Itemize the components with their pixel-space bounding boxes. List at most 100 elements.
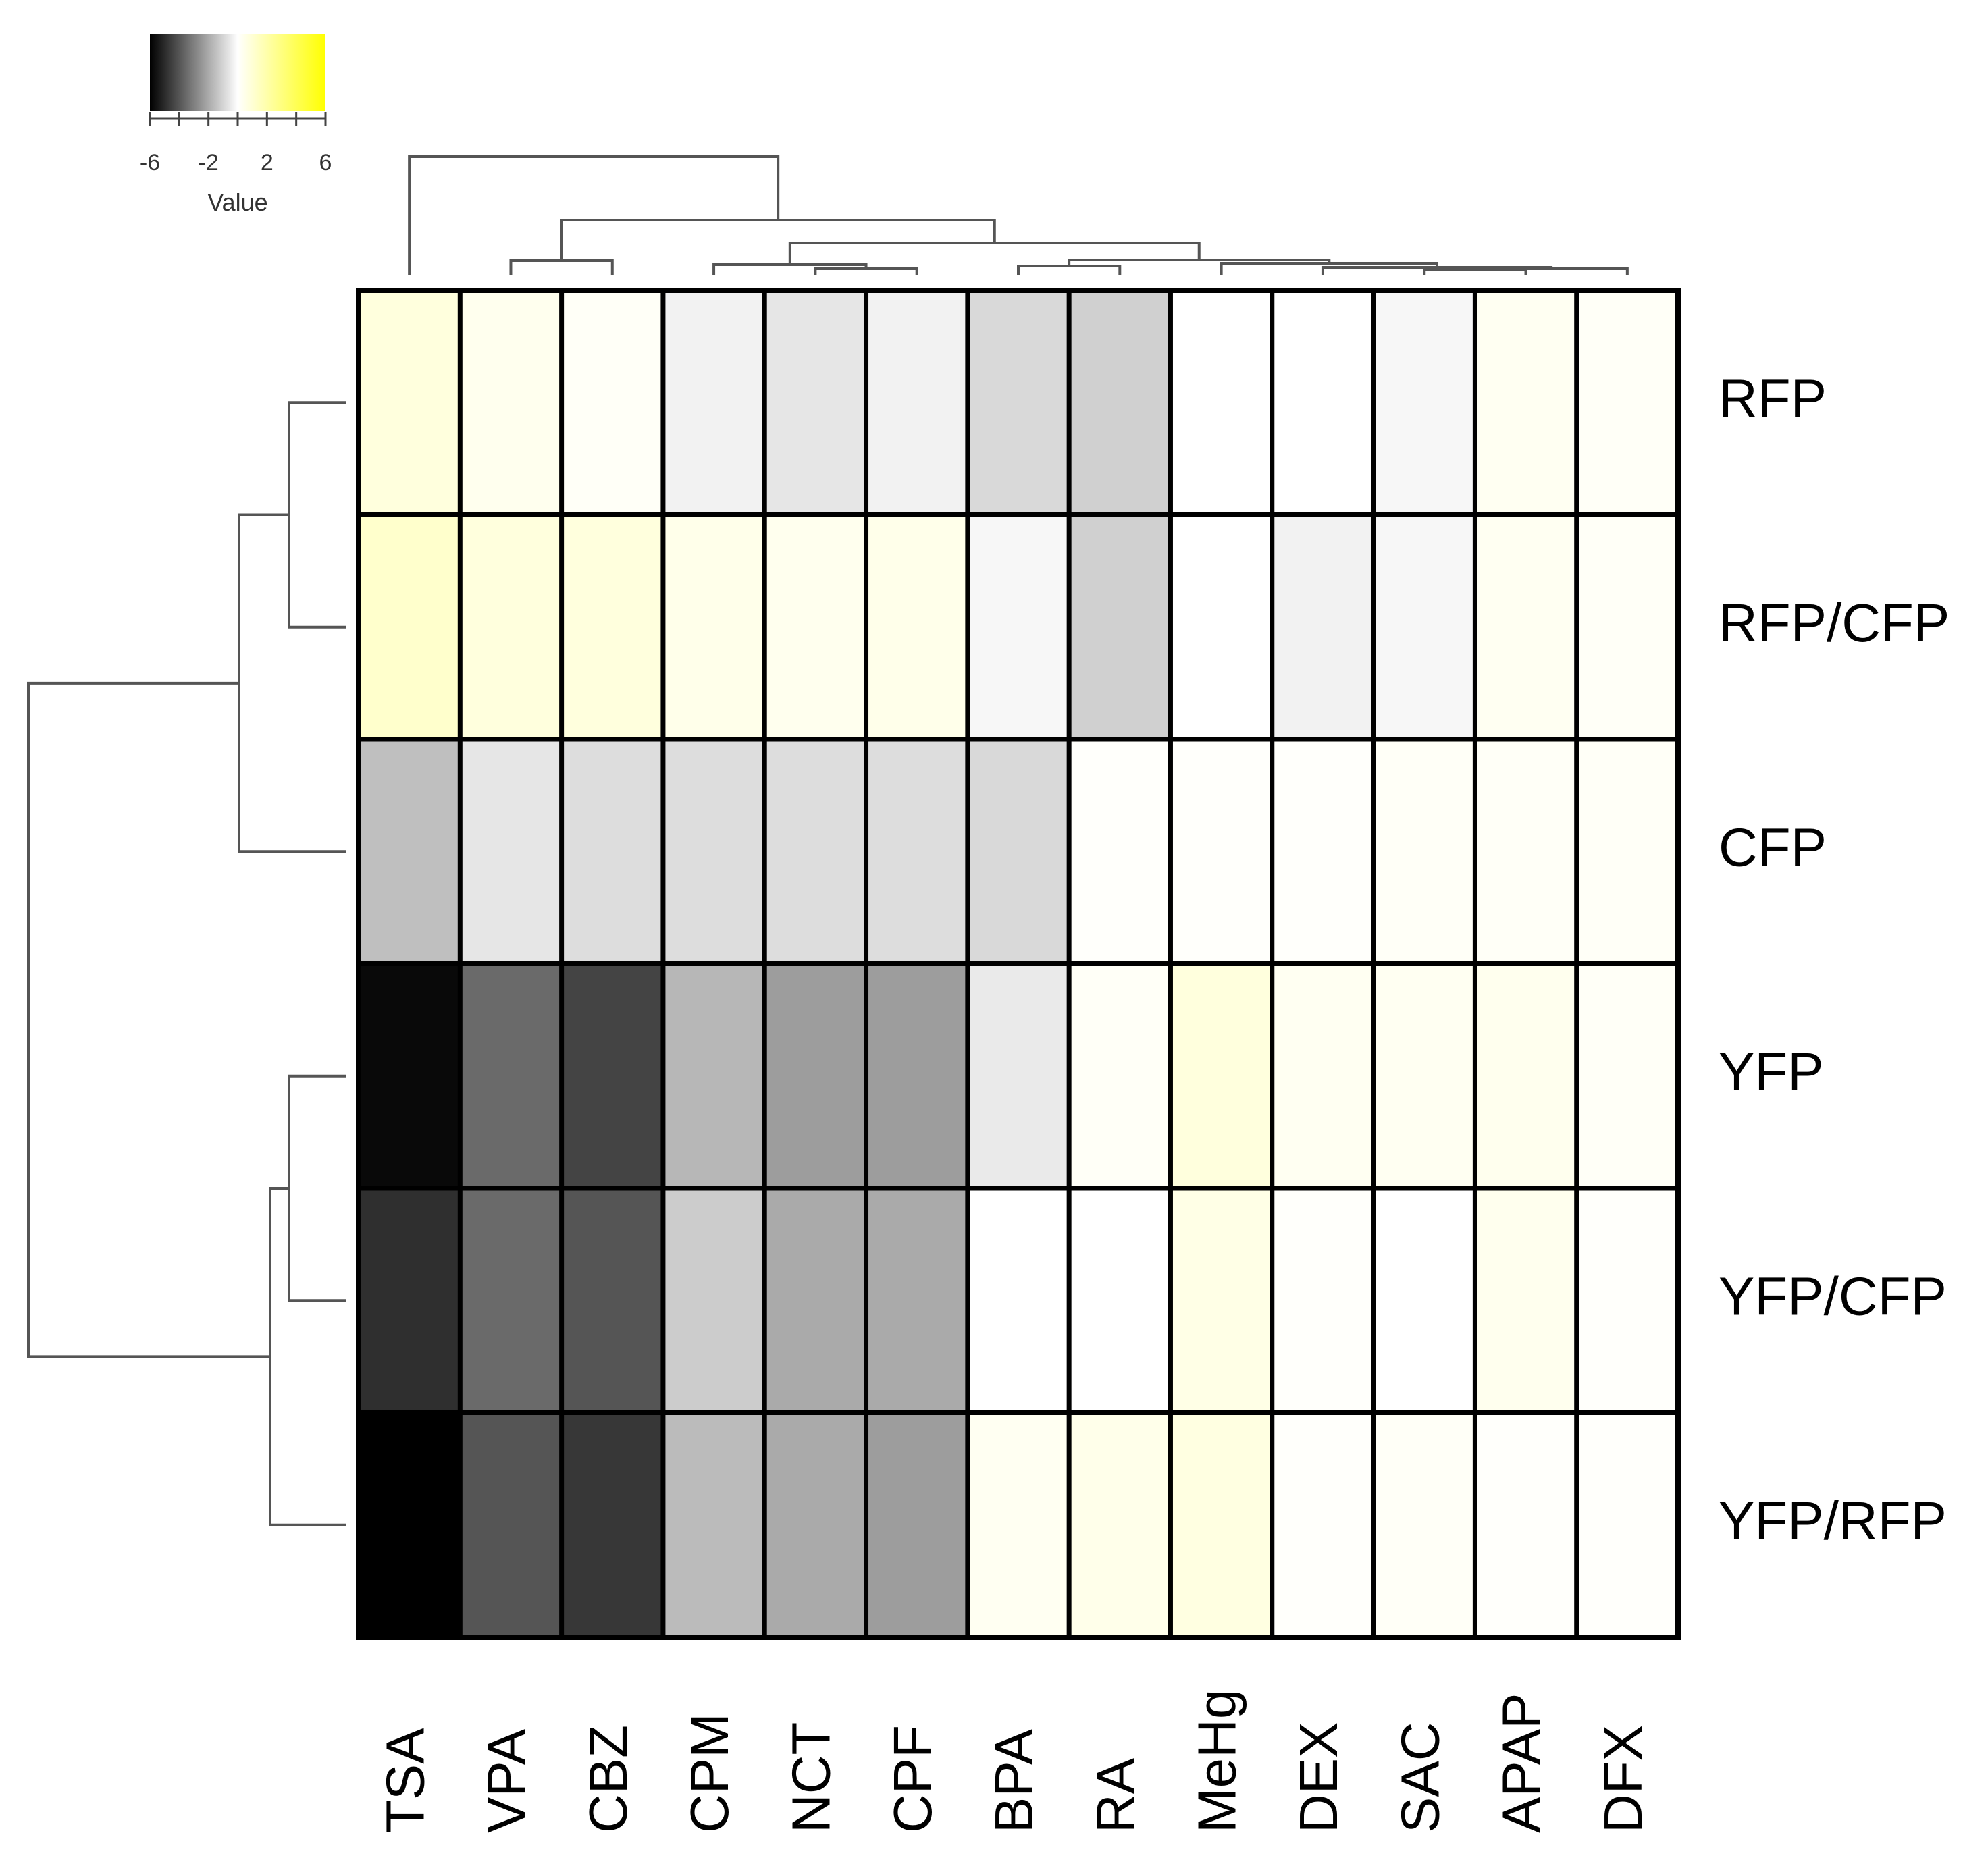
heatmap-cell-vpa-rfp-cfp — [460, 514, 562, 739]
heatmap-cell-tsa-rfp-cfp — [359, 514, 461, 739]
heatmap-cell-vpa-cfp — [460, 739, 562, 964]
heatmap-cell-cpf-rfp — [866, 290, 968, 515]
column-label-cbz: CBZ — [578, 1725, 638, 1833]
heatmap-cell-dex-yfp-cfp — [1272, 1188, 1374, 1413]
heatmap-cell-tsa-cfp — [359, 739, 461, 964]
heatmap-cell-vpa-yfp — [460, 963, 562, 1188]
heatmap-cell-dfx-rfp — [1576, 290, 1678, 515]
heatmap-cell-nct-yfp — [764, 963, 866, 1188]
row-label-rfp-cfp: RFP/CFP — [1719, 593, 1950, 653]
heatmap-cell-cpf-yfp-rfp — [866, 1412, 968, 1637]
column-dendrogram-link — [408, 155, 780, 275]
heatmap-cell-sac-yfp — [1374, 963, 1475, 1188]
heatmap-cell-apap-rfp — [1475, 290, 1577, 515]
heatmap-cell-cpf-rfp-cfp — [866, 514, 968, 739]
heatmap-cell-mehg-yfp-rfp — [1170, 1412, 1272, 1637]
color-key-tick-label: 6 — [319, 150, 332, 176]
heatmap-cell-tsa-yfp — [359, 963, 461, 1188]
column-label-apap: APAP — [1492, 1693, 1552, 1834]
color-key: -6 -2 2 6 Value — [140, 34, 332, 216]
column-label-vpa: VPA — [477, 1728, 537, 1833]
heatmap-cell-sac-yfp-cfp — [1374, 1188, 1475, 1413]
heatmap-cell-apap-rfp-cfp — [1475, 514, 1577, 739]
heatmap-cell-apap-cfp — [1475, 739, 1577, 964]
heatmap-cell-dex-cfp — [1272, 739, 1374, 964]
heatmap-cell-apap-yfp — [1475, 963, 1577, 1188]
column-label-dfx: DFX — [1593, 1725, 1653, 1833]
heatmap-cell-nct-yfp-rfp — [764, 1412, 866, 1637]
heatmap-cell-dfx-yfp-cfp — [1576, 1188, 1678, 1413]
heatmap-cell-cbz-yfp-cfp — [561, 1188, 663, 1413]
heatmap-cell-bpa-rfp-cfp — [967, 514, 1070, 739]
heatmap-cell-ra-yfp-rfp — [1069, 1412, 1171, 1637]
heatmap-cell-mehg-yfp-cfp — [1170, 1188, 1272, 1413]
heatmap-cell-mehg-cfp — [1170, 739, 1272, 964]
heatmap-cell-bpa-cfp — [967, 739, 1070, 964]
heatmap-cell-cpm-yfp — [662, 963, 765, 1188]
heatmap-cell-bpa-yfp — [967, 963, 1070, 1188]
heatmap-cell-vpa-rfp — [460, 290, 562, 515]
heatmap-cell-dex-rfp — [1272, 290, 1374, 515]
row-dendrogram-link — [288, 401, 346, 629]
heatmap-cell-cpf-yfp-cfp — [866, 1188, 968, 1413]
heatmap-cell-cpm-yfp-cfp — [662, 1188, 765, 1413]
heatmap-cell-sac-yfp-rfp — [1374, 1412, 1475, 1637]
heatmap-cell-ra-yfp — [1069, 963, 1171, 1188]
heatmap-cell-dfx-cfp — [1576, 739, 1678, 964]
color-key-tick-label: 2 — [261, 150, 273, 176]
heatmap-cell-cpm-rfp-cfp — [662, 514, 765, 739]
heatmap-cell-nct-rfp — [764, 290, 866, 515]
color-key-gradient — [150, 34, 325, 111]
heatmap-cell-vpa-yfp-cfp — [460, 1188, 562, 1413]
heatmap-cell-apap-yfp-rfp — [1475, 1412, 1577, 1637]
heatmap-cell-tsa-rfp — [359, 290, 461, 515]
column-dendrogram-link — [814, 267, 918, 275]
heatmap-cell-cpf-cfp — [866, 739, 968, 964]
color-key-tick-label: -2 — [199, 150, 219, 176]
heatmap-cell-ra-rfp-cfp — [1069, 514, 1171, 739]
heatmap-cell-ra-yfp-cfp — [1069, 1188, 1171, 1413]
heatmap-cell-dfx-rfp-cfp — [1576, 514, 1678, 739]
row-label-cfp: CFP — [1719, 817, 1827, 877]
column-label-dex: DEX — [1288, 1722, 1349, 1834]
heatmap-cell-sac-rfp — [1374, 290, 1475, 515]
color-key-tick-label: -6 — [140, 150, 160, 176]
heatmap-cell-ra-cfp — [1069, 739, 1171, 964]
column-label-mehg: MeHg — [1187, 1689, 1247, 1833]
column-label-bpa: BPA — [984, 1728, 1044, 1833]
column-label-cpf: CPF — [883, 1725, 943, 1833]
column-dendrogram-link — [1017, 265, 1122, 275]
column-dendrogram-link — [560, 219, 996, 261]
heatmap-cell-vpa-yfp-rfp — [460, 1412, 562, 1637]
column-dendrogram — [408, 155, 1629, 275]
heatmap-cell-cpm-yfp-rfp — [662, 1412, 765, 1637]
column-dendrogram-link — [1423, 269, 1527, 275]
heatmap-cell-bpa-yfp-rfp — [967, 1412, 1070, 1637]
color-key-title: Value — [207, 188, 267, 216]
row-label-yfp: YFP — [1719, 1042, 1824, 1102]
heatmap-cell-sac-rfp-cfp — [1374, 514, 1475, 739]
heatmap-cell-nct-yfp-cfp — [764, 1188, 866, 1413]
heatmap-cell-dex-rfp-cfp — [1272, 514, 1374, 739]
row-dendrogram-link — [269, 1187, 346, 1526]
heatmap-cell-sac-cfp — [1374, 739, 1475, 964]
heatmap-cell-apap-yfp-cfp — [1475, 1188, 1577, 1413]
heatmap-cell-tsa-yfp-cfp — [359, 1188, 461, 1413]
heatmap-cell-cpm-cfp — [662, 739, 765, 964]
heatmap-cell-nct-rfp-cfp — [764, 514, 866, 739]
heatmap-cells — [359, 290, 1678, 1637]
heatmap-cell-nct-cfp — [764, 739, 866, 964]
row-dendrogram — [27, 401, 346, 1526]
heatmap-cell-cpf-yfp — [866, 963, 968, 1188]
heatmap-cell-mehg-rfp-cfp — [1170, 514, 1272, 739]
heatmap-cell-mehg-yfp — [1170, 963, 1272, 1188]
column-label-cpm: CPM — [679, 1713, 739, 1833]
heatmap-cell-bpa-rfp — [967, 290, 1070, 515]
heatmap-cell-ra-rfp — [1069, 290, 1171, 515]
column-dendrogram-link — [788, 242, 1201, 265]
row-labels: RFP RFP/CFP CFP YFP YFP/CFP YFP/RFP — [1719, 368, 1950, 1551]
column-dendrogram-link — [509, 259, 614, 275]
column-label-sac: SAC — [1390, 1722, 1450, 1834]
